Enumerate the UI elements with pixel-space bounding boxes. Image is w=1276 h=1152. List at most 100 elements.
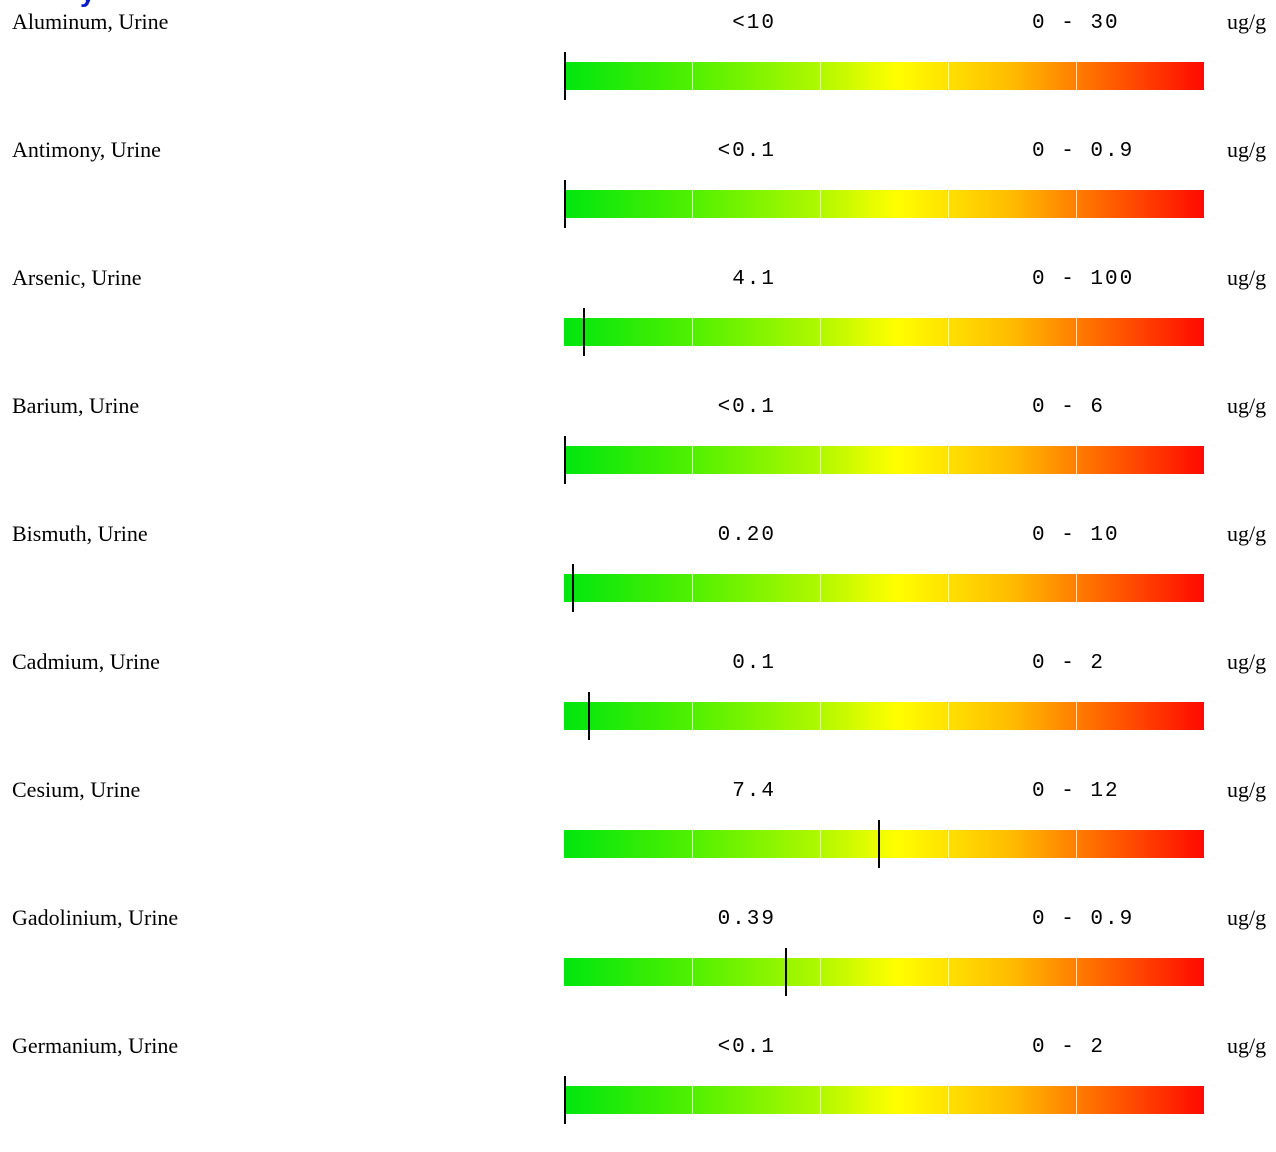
analyte-name: Barium, Urine: [12, 393, 140, 418]
bar-segment-divider: [948, 1086, 949, 1114]
result-marker: [564, 52, 566, 100]
result-marker: [582, 308, 585, 356]
bar-segment-divider: [948, 574, 949, 602]
result-marker: [878, 820, 881, 868]
reference-range: 0 - 0.9: [1032, 908, 1135, 931]
units-label: ug/g: [1227, 393, 1267, 418]
result-marker: [571, 564, 574, 612]
range-gradient-bar: [564, 958, 1204, 986]
result-value: <0.1: [717, 1036, 776, 1059]
units-label: ug/g: [1227, 777, 1267, 802]
bar-segment-divider: [1076, 446, 1077, 474]
analyte-name: Bismuth, Urine: [12, 521, 148, 546]
result-row: Germanium, Urine <0.1 0 - 2 ug/g: [0, 1024, 1276, 1152]
reference-range: 0 - 2: [1032, 652, 1106, 675]
result-value: 7.4: [732, 780, 776, 803]
result-row: Cesium, Urine 7.4 0 - 12 ug/g: [0, 768, 1276, 896]
range-gradient-bar: [564, 1086, 1204, 1114]
bar-segment-divider: [692, 446, 693, 474]
bar-segment-divider: [820, 62, 821, 90]
result-row: Bismuth, Urine 0.20 0 - 10 ug/g: [0, 512, 1276, 640]
result-row: Cadmium, Urine 0.1 0 - 2 ug/g: [0, 640, 1276, 768]
analyte-name: Cadmium, Urine: [12, 649, 160, 674]
result-value: 4.1: [732, 268, 776, 291]
units-label: ug/g: [1227, 137, 1267, 162]
bar-segment-divider: [1076, 1086, 1077, 1114]
analyte-name: Antimony, Urine: [12, 137, 161, 162]
bar-segment-divider: [1076, 702, 1077, 730]
bar-segment-divider: [692, 574, 693, 602]
result-marker: [564, 180, 566, 228]
result-value: <0.1: [717, 396, 776, 419]
bar-segment-divider: [692, 62, 693, 90]
units-label: ug/g: [1227, 9, 1267, 34]
reference-range: 0 - 100: [1032, 268, 1135, 291]
units-label: ug/g: [1227, 521, 1267, 546]
bar-segment-divider: [1076, 830, 1077, 858]
analyte-name: Aluminum, Urine: [12, 9, 169, 34]
reference-range: 0 - 6: [1032, 396, 1106, 419]
range-gradient-bar: [564, 446, 1204, 474]
bar-segment-divider: [692, 318, 693, 346]
bar-segment-divider: [820, 1086, 821, 1114]
bar-segment-divider: [1076, 190, 1077, 218]
bar-segment-divider: [692, 702, 693, 730]
units-label: ug/g: [1227, 905, 1267, 930]
units-label: ug/g: [1227, 1033, 1267, 1058]
bar-segment-divider: [820, 702, 821, 730]
bar-segment-divider: [820, 574, 821, 602]
bar-segment-divider: [948, 958, 949, 986]
result-row: Arsenic, Urine 4.1 0 - 100 ug/g: [0, 256, 1276, 384]
bar-segment-divider: [948, 190, 949, 218]
range-gradient-bar: [564, 318, 1204, 346]
range-gradient-bar: [564, 702, 1204, 730]
analyte-name: Germanium, Urine: [12, 1033, 179, 1058]
units-label: ug/g: [1227, 649, 1267, 674]
bar-segment-divider: [692, 1086, 693, 1114]
bar-segment-divider: [820, 318, 821, 346]
reference-range: 0 - 2: [1032, 1036, 1106, 1059]
bar-segment-divider: [948, 446, 949, 474]
result-row: Aluminum, Urine <10 0 - 30 ug/g: [0, 0, 1276, 128]
section-title-cutoff: y: [80, 0, 96, 6]
result-value: 0.20: [717, 524, 776, 547]
analyte-name: Gadolinium, Urine: [12, 905, 179, 930]
bar-segment-divider: [948, 318, 949, 346]
result-marker: [587, 692, 590, 740]
bar-segment-divider: [1076, 958, 1077, 986]
range-gradient-bar: [564, 830, 1204, 858]
bar-segment-divider: [692, 190, 693, 218]
bar-segment-divider: [820, 830, 821, 858]
result-value: <10: [732, 12, 776, 35]
reference-range: 0 - 12: [1032, 780, 1120, 803]
result-row: Antimony, Urine <0.1 0 - 0.9 ug/g: [0, 128, 1276, 256]
analyte-name: Cesium, Urine: [12, 777, 141, 802]
bar-segment-divider: [1076, 574, 1077, 602]
range-gradient-bar: [564, 62, 1204, 90]
bar-segment-divider: [948, 830, 949, 858]
analyte-name: Arsenic, Urine: [12, 265, 142, 290]
result-marker: [564, 1076, 566, 1124]
reference-range: 0 - 30: [1032, 12, 1120, 35]
bar-segment-divider: [1076, 62, 1077, 90]
bar-segment-divider: [820, 446, 821, 474]
bar-segment-divider: [1076, 318, 1077, 346]
bar-segment-divider: [820, 958, 821, 986]
bar-segment-divider: [948, 62, 949, 90]
reference-range: 0 - 0.9: [1032, 140, 1135, 163]
result-marker: [564, 436, 566, 484]
bar-segment-divider: [692, 830, 693, 858]
range-gradient-bar: [564, 190, 1204, 218]
bar-segment-divider: [948, 702, 949, 730]
result-row: Gadolinium, Urine 0.39 0 - 0.9 ug/g: [0, 896, 1276, 1024]
result-row: Barium, Urine <0.1 0 - 6 ug/g: [0, 384, 1276, 512]
range-gradient-bar: [564, 574, 1204, 602]
reference-range: 0 - 10: [1032, 524, 1120, 547]
result-marker: [785, 948, 788, 996]
bar-segment-divider: [820, 190, 821, 218]
result-value: 0.1: [732, 652, 776, 675]
bar-segment-divider: [692, 958, 693, 986]
result-value: <0.1: [717, 140, 776, 163]
units-label: ug/g: [1227, 265, 1267, 290]
result-value: 0.39: [717, 908, 776, 931]
